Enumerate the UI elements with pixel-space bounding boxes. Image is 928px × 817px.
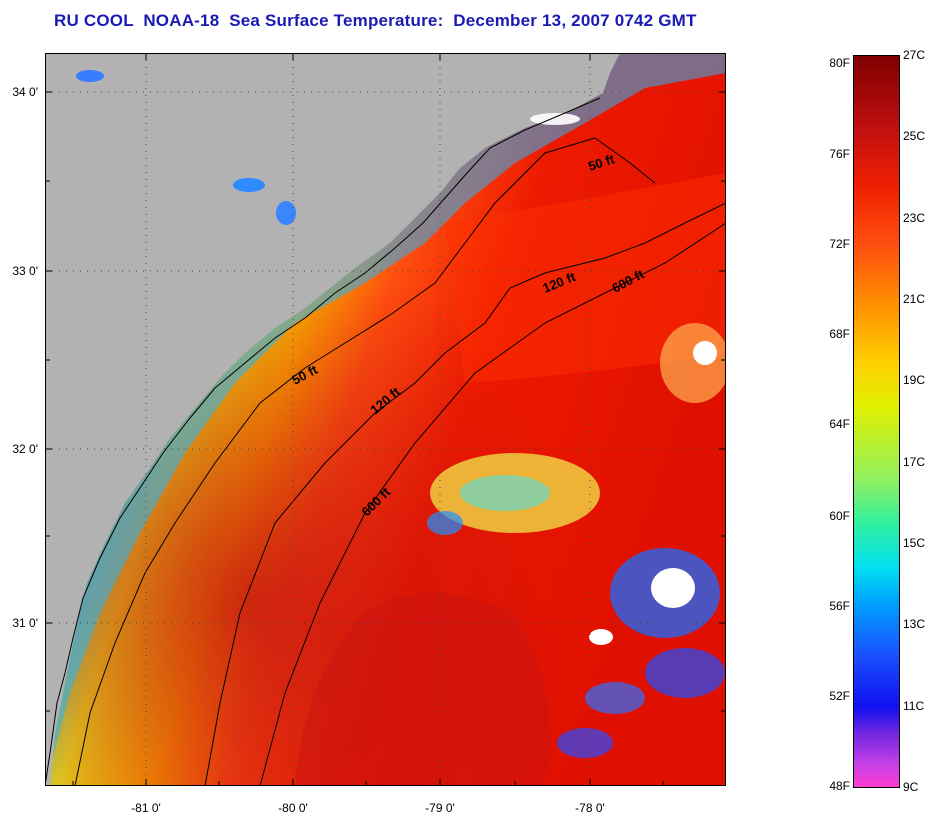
warm-patch	[295, 593, 551, 786]
colorbar-f-label: 52F	[829, 689, 850, 703]
colorbar-f-label: 80F	[829, 56, 850, 70]
colorbar-c-label: 23C	[903, 211, 926, 225]
colorbar-f-label: 76F	[829, 147, 850, 161]
inland-lake	[233, 178, 265, 192]
land-mass	[45, 53, 603, 786]
contour-50ft	[74, 137, 656, 786]
colorbar-f-label: 68F	[829, 327, 850, 341]
temperature-colorbar	[853, 55, 900, 788]
map-frame	[45, 53, 726, 786]
colorbar-c-label: 13C	[903, 617, 926, 631]
colorbar-f-label: 60F	[829, 509, 850, 523]
colorbar-f-label: 48F	[829, 779, 850, 793]
map-title: RU COOL NOAA-18 Sea Surface Temperature:…	[54, 11, 697, 30]
lat-label-33: 33 0'	[12, 264, 38, 278]
cloud-cover	[427, 113, 726, 758]
lat-label-31: 31 0'	[12, 616, 38, 630]
lon-label-79: -79 0'	[425, 801, 455, 815]
coastline	[45, 97, 601, 786]
colorbar-c-label: 21C	[903, 292, 926, 306]
lat-label-34: 34 0'	[12, 85, 38, 99]
lon-label-78: -78 0'	[575, 801, 605, 815]
graticule	[45, 53, 726, 786]
colorbar-c-label: 11C	[903, 699, 925, 713]
inland-lake	[276, 201, 296, 225]
warm-patch	[445, 173, 726, 383]
contour-600ft	[259, 222, 726, 786]
colorbar-f-label: 72F	[829, 237, 850, 251]
sst-map: 50 ft 50 ft 120 ft 120 ft 600 ft 600 ft	[45, 53, 726, 786]
colorbar-c-label: 17C	[903, 455, 926, 469]
sst-map-canvas: 50 ft 50 ft 120 ft 120 ft 600 ft 600 ft	[45, 53, 726, 786]
colorbar-c-label: 27C	[903, 48, 926, 62]
lon-label-80: -80 0'	[278, 801, 308, 815]
inland-lake	[76, 70, 104, 82]
colorbar-c-label: 15C	[903, 536, 926, 550]
lat-label-32: 32 0'	[12, 442, 38, 456]
colorbar-c-label: 25C	[903, 129, 926, 143]
colorbar-c-label: 19C	[903, 373, 926, 387]
colorbar-f-label: 64F	[829, 417, 850, 431]
land-mass-north	[590, 53, 620, 93]
axis-ticks	[45, 53, 726, 786]
colorbar-c-label: 9C	[903, 780, 919, 794]
colorbar-f-label: 56F	[829, 599, 850, 613]
contour-120ft	[204, 202, 726, 786]
lon-label-81: -81 0'	[131, 801, 161, 815]
